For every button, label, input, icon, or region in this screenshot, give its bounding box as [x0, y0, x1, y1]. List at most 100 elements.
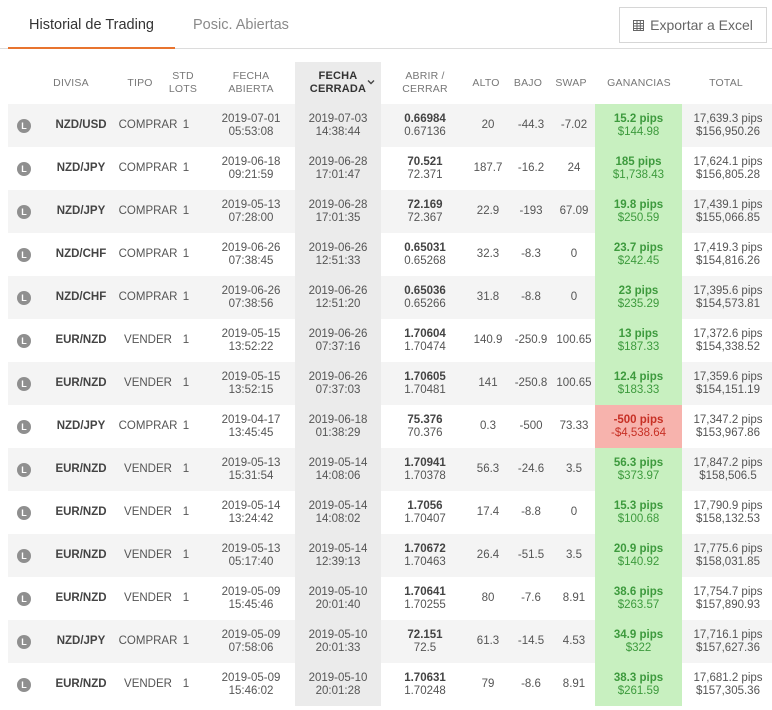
- open-time: 15:45:46: [228, 598, 274, 611]
- table-row[interactable]: L EUR/NZD VENDER 1 2019-05-13 05:17:40 2019-05…: [8, 534, 772, 577]
- low-value: -44.3: [517, 119, 545, 131]
- trade-type: COMPRAR: [118, 291, 178, 303]
- table-row[interactable]: L EUR/NZD VENDER 1 2019-05-09 15:46:02 2019-05…: [8, 663, 772, 706]
- trade-type: VENDER: [124, 377, 172, 389]
- total-pips: 17,439.1 pips: [693, 198, 763, 211]
- std-lots: 1: [182, 205, 190, 217]
- open-price: 1.70672: [404, 542, 446, 555]
- table-row[interactable]: L NZD/CHF COMPRAR 1 2019-06-26 07:38:56 2019-0…: [8, 276, 772, 319]
- close-price: 0.67136: [404, 125, 446, 138]
- profit-money: $140.92: [617, 555, 660, 568]
- open-close-price: 1.70941 1.70378: [388, 448, 462, 491]
- close-price: 72.371: [407, 168, 443, 181]
- close-datetime: 2019-06-18 01:38:29: [295, 405, 381, 448]
- swap-value: 0: [570, 248, 578, 260]
- total-cell: 17,847.2 pips $158,506.5: [684, 448, 772, 491]
- tab-trading-history[interactable]: Historial de Trading: [8, 0, 175, 49]
- profit-money: $144.98: [617, 125, 660, 138]
- total-money: $154,816.26: [696, 254, 760, 267]
- column-header-swap[interactable]: SWAP: [550, 62, 592, 104]
- table-row[interactable]: L NZD/CHF COMPRAR 1 2019-06-26 07:38:45 2019-0…: [8, 233, 772, 276]
- low-value: -8.8: [521, 506, 541, 518]
- currency-pair: EUR/NZD: [55, 592, 107, 604]
- column-header-label: FECHA: [232, 70, 270, 82]
- long-position-badge: L: [17, 334, 31, 348]
- column-header-label: LOTS: [168, 83, 198, 95]
- column-header-label: TOTAL: [709, 76, 743, 89]
- open-price: 0.65031: [404, 241, 446, 254]
- close-datetime: 2019-06-26 07:37:16: [295, 319, 381, 362]
- trade-type: COMPRAR: [118, 162, 178, 174]
- close-datetime: 2019-06-26 12:51:33: [295, 233, 381, 276]
- table-row[interactable]: L EUR/NZD VENDER 1 2019-05-15 13:52:22 2019-06…: [8, 319, 772, 362]
- table-row[interactable]: L EUR/NZD VENDER 1 2019-05-14 13:24:42 2019-05…: [8, 491, 772, 534]
- low-value: -14.5: [517, 635, 545, 647]
- total-cell: 17,790.9 pips $158,132.53: [684, 491, 772, 534]
- std-lots: 1: [182, 506, 190, 518]
- column-header-std-lots[interactable]: STD LOTS: [166, 62, 200, 104]
- profit-pips: 15.3 pips: [613, 499, 664, 512]
- open-close-price: 70.521 72.371: [388, 147, 462, 190]
- open-time: 13:45:45: [228, 426, 274, 439]
- export-excel-button[interactable]: Exportar a Excel: [619, 7, 767, 43]
- table-row[interactable]: L EUR/NZD VENDER 1 2019-05-15 13:52:15 2019-06…: [8, 362, 772, 405]
- open-datetime: 2019-06-18 09:21:59: [208, 147, 294, 190]
- long-position-badge: L: [17, 678, 31, 692]
- column-header-fecha-abierta[interactable]: FECHA ABIERTA: [208, 62, 294, 104]
- column-header-divisa[interactable]: DIVISA: [40, 62, 102, 104]
- total-cell: 17,419.3 pips $154,816.26: [684, 233, 772, 276]
- swap-value: 8.91: [562, 592, 586, 604]
- table-row[interactable]: L EUR/NZD VENDER 1 2019-05-09 15:45:46 2019-05…: [8, 577, 772, 620]
- column-header-total[interactable]: TOTAL: [684, 62, 768, 104]
- total-money: $156,805.28: [696, 168, 760, 181]
- table-row[interactable]: L NZD/USD COMPRAR 1 2019-07-01 05:53:08 2019-0…: [8, 104, 772, 147]
- column-header-abrir-cerrar[interactable]: ABRIR / CERRAR: [388, 62, 462, 104]
- open-time: 07:38:56: [228, 297, 274, 310]
- open-time: 13:52:22: [228, 340, 274, 353]
- close-date: 2019-07-03: [308, 112, 368, 125]
- trade-type: VENDER: [124, 463, 172, 475]
- open-date: 2019-05-09: [221, 585, 281, 598]
- total-money: $158,132.53: [696, 512, 760, 525]
- profit-cell: 23 pips $235.29: [595, 276, 682, 319]
- close-date: 2019-05-14: [308, 456, 368, 469]
- high-value: 22.9: [476, 205, 500, 217]
- total-money: $157,627.36: [696, 641, 760, 654]
- low-value: -193: [519, 205, 543, 217]
- open-close-price: 0.66984 0.67136: [388, 104, 462, 147]
- close-price: 1.70474: [404, 340, 446, 353]
- profit-cell: 19.8 pips $250.59: [595, 190, 682, 233]
- currency-pair: EUR/NZD: [55, 334, 107, 346]
- column-header-alto[interactable]: ALTO: [466, 62, 506, 104]
- total-pips: 17,754.7 pips: [693, 585, 763, 598]
- high-value: 141: [478, 377, 498, 389]
- high-value: 140.9: [473, 334, 503, 346]
- total-pips: 17,395.6 pips: [693, 284, 763, 297]
- total-money: $157,890.93: [696, 598, 760, 611]
- std-lots: 1: [182, 549, 190, 561]
- table-row[interactable]: L EUR/NZD VENDER 1 2019-05-13 15:31:54 2019-05…: [8, 448, 772, 491]
- currency-pair: NZD/USD: [55, 119, 107, 131]
- column-header-label: ABIERTA: [228, 83, 274, 95]
- column-header-label: TIPO: [127, 76, 153, 89]
- table-row[interactable]: L NZD/JPY COMPRAR 1 2019-04-17 13:45:45 2019-0…: [8, 405, 772, 448]
- column-header-fecha-cerrada[interactable]: FECHA CERRADA: [295, 62, 381, 104]
- column-header-bajo[interactable]: BAJO: [508, 62, 548, 104]
- long-position-badge: L: [17, 592, 31, 606]
- total-cell: 17,681.2 pips $157,305.36: [684, 663, 772, 706]
- table-row[interactable]: L NZD/JPY COMPRAR 1 2019-05-09 07:58:06 2019-0…: [8, 620, 772, 663]
- profit-cell: 38.6 pips $263.57: [595, 577, 682, 620]
- tab-open-positions[interactable]: Posic. Abiertas: [193, 17, 289, 33]
- close-date: 2019-06-18: [308, 413, 368, 426]
- open-date: 2019-07-01: [221, 112, 281, 125]
- long-position-badge: L: [17, 420, 31, 434]
- table-row[interactable]: L NZD/JPY COMPRAR 1 2019-05-13 07:28:00 2019-0…: [8, 190, 772, 233]
- table-row[interactable]: L NZD/JPY COMPRAR 1 2019-06-18 09:21:59 2019-0…: [8, 147, 772, 190]
- total-pips: 17,419.3 pips: [693, 241, 763, 254]
- column-header-tipo[interactable]: TIPO: [118, 62, 162, 104]
- trade-type: COMPRAR: [118, 248, 178, 260]
- open-close-price: 0.65031 0.65268: [388, 233, 462, 276]
- profit-cell: 38.3 pips $261.59: [595, 663, 682, 706]
- column-header-ganancias[interactable]: GANANCIAS: [596, 62, 682, 104]
- open-date: 2019-05-13: [221, 198, 281, 211]
